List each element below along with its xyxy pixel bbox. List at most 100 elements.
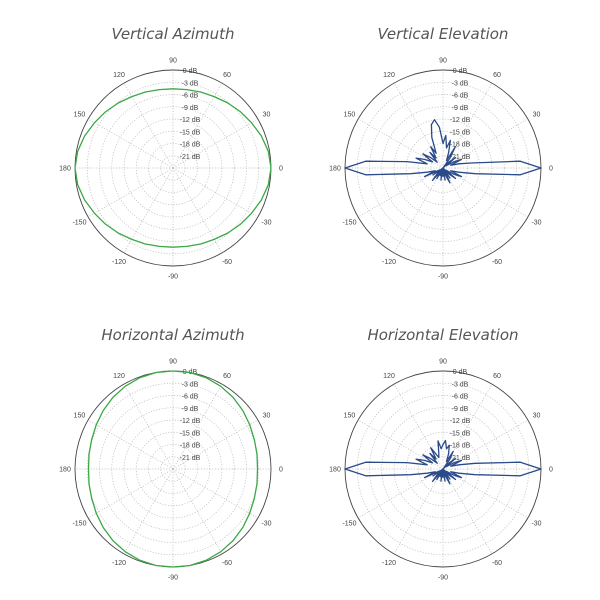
grid-spoke	[442, 167, 529, 218]
grid-spoke	[123, 167, 174, 254]
pattern-curve	[344, 439, 542, 485]
angle-tick-label: 60	[493, 373, 501, 380]
angle-tick-label: 90	[439, 58, 447, 65]
db-tick-label: -12 dB	[450, 418, 471, 425]
db-tick-label: -6 dB	[452, 394, 469, 401]
angle-tick-label: 60	[493, 72, 501, 79]
angle-tick-label: -60	[492, 560, 502, 567]
angle-tick-label: 90	[169, 359, 177, 366]
db-tick-label: -12 dB	[450, 117, 471, 124]
pattern-curve	[74, 88, 272, 248]
grid-ring	[86, 382, 260, 556]
angle-tick-label: -60	[492, 259, 502, 266]
grid-ring	[356, 382, 530, 556]
angle-tick-label: 30	[263, 112, 271, 119]
grid-spoke	[172, 118, 259, 169]
db-tick-label: -18 dB	[450, 443, 471, 450]
grid-spoke	[123, 468, 174, 555]
angle-tick-label: 0	[279, 467, 283, 474]
db-tick-label: 0 dB	[453, 68, 468, 75]
grid-spoke	[442, 468, 529, 519]
grid-ring	[86, 81, 260, 255]
db-tick-label: -21 dB	[180, 455, 201, 462]
grid-spoke	[172, 468, 223, 555]
db-tick-label: -6 dB	[182, 93, 199, 100]
db-tick-label: 0 dB	[453, 369, 468, 376]
angle-tick-label: 180	[59, 166, 71, 173]
db-tick-label: -21 dB	[450, 154, 471, 161]
db-tick-label: -15 dB	[450, 129, 471, 136]
grid-spoke	[442, 82, 493, 169]
angle-tick-label: -90	[168, 274, 178, 281]
angle-tick-label: -150	[342, 220, 356, 227]
grid-spoke	[172, 468, 259, 519]
chart-title-vertical-elevation: Vertical Elevation	[378, 25, 509, 43]
angle-tick-label: 30	[263, 413, 271, 420]
db-tick-label: -18 dB	[450, 142, 471, 149]
db-tick-label: -18 dB	[180, 142, 201, 149]
angle-tick-label: 150	[74, 413, 86, 420]
grid-ring	[123, 118, 223, 218]
grid-spoke	[357, 167, 444, 218]
angle-tick-label: -30	[531, 220, 541, 227]
angle-tick-label: 90	[169, 58, 177, 65]
angle-tick-label: -30	[531, 521, 541, 528]
angle-tick-label: -90	[438, 274, 448, 281]
grid-spoke	[87, 118, 174, 169]
grid-ring	[381, 407, 505, 531]
grid-spoke	[87, 468, 174, 519]
angle-tick-label: 120	[383, 72, 395, 79]
grid-ring	[356, 81, 530, 255]
angle-tick-label: 180	[329, 166, 341, 173]
angle-tick-label: -120	[382, 560, 396, 567]
angle-tick-label: 120	[113, 373, 125, 380]
angle-tick-label: -150	[72, 220, 86, 227]
angle-tick-label: 120	[113, 72, 125, 79]
db-tick-label: -21 dB	[450, 455, 471, 462]
db-tick-label: -15 dB	[180, 129, 201, 136]
grid-ring	[381, 106, 505, 230]
angle-tick-label: -30	[261, 220, 271, 227]
angle-tick-label: -150	[72, 521, 86, 528]
grid-spoke	[172, 419, 259, 470]
angle-tick-label: -120	[112, 259, 126, 266]
grid-ring	[393, 419, 493, 519]
angle-tick-label: -90	[438, 575, 448, 582]
angle-tick-label: 0	[279, 166, 283, 173]
db-tick-label: -6 dB	[452, 93, 469, 100]
grid-ring	[123, 419, 223, 519]
db-tick-label: -21 dB	[180, 154, 201, 161]
pattern-curve	[344, 119, 542, 184]
grid-spoke	[172, 167, 259, 218]
angle-tick-label: 0	[549, 166, 553, 173]
chart-title-vertical-azimuth: Vertical Azimuth	[111, 25, 234, 43]
angle-tick-label: 30	[533, 413, 541, 420]
grid-spoke	[357, 118, 444, 169]
grid-ring	[111, 106, 235, 230]
grid-spoke	[172, 167, 223, 254]
db-tick-label: -3 dB	[452, 381, 469, 388]
db-tick-label: -18 dB	[180, 443, 201, 450]
grid-spoke	[123, 82, 174, 169]
db-tick-label: -6 dB	[182, 394, 199, 401]
grid-ring	[393, 118, 493, 218]
angle-tick-label: -90	[168, 575, 178, 582]
angle-tick-label: 90	[439, 359, 447, 366]
angle-tick-label: 150	[74, 112, 86, 119]
angle-tick-label: 150	[344, 112, 356, 119]
angle-tick-label: -60	[222, 560, 232, 567]
grid-spoke	[172, 383, 223, 470]
grid-spoke	[123, 383, 174, 470]
grid-ring	[111, 407, 235, 531]
grid-spoke	[393, 82, 444, 169]
angle-tick-label: 60	[223, 72, 231, 79]
pattern-curve	[87, 370, 259, 568]
angle-tick-label: -120	[112, 560, 126, 567]
angle-tick-label: 30	[533, 112, 541, 119]
grid-spoke	[172, 82, 223, 169]
db-tick-label: -15 dB	[180, 430, 201, 437]
angle-tick-label: 120	[383, 373, 395, 380]
grid-spoke	[393, 167, 444, 254]
chart-title-horizontal-elevation: Horizontal Elevation	[367, 326, 518, 344]
